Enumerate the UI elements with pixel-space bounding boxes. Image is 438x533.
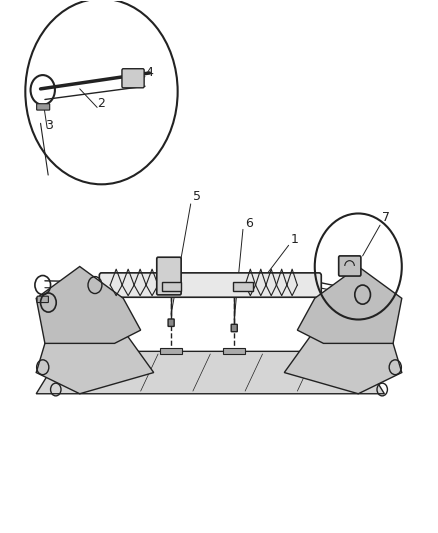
FancyBboxPatch shape [231, 324, 237, 332]
FancyBboxPatch shape [160, 348, 182, 354]
Polygon shape [36, 266, 141, 343]
FancyBboxPatch shape [157, 257, 181, 295]
FancyBboxPatch shape [168, 319, 174, 326]
FancyBboxPatch shape [233, 282, 253, 291]
Text: 3: 3 [45, 119, 53, 132]
Polygon shape [36, 330, 154, 394]
FancyBboxPatch shape [99, 273, 321, 297]
Polygon shape [36, 351, 385, 394]
Polygon shape [297, 266, 402, 343]
Text: 2: 2 [97, 98, 105, 110]
FancyBboxPatch shape [339, 256, 361, 276]
FancyBboxPatch shape [122, 69, 144, 88]
FancyBboxPatch shape [37, 296, 48, 303]
FancyBboxPatch shape [162, 282, 181, 291]
FancyBboxPatch shape [223, 348, 245, 354]
Text: 1: 1 [291, 232, 299, 246]
FancyBboxPatch shape [37, 104, 49, 110]
Text: 6: 6 [245, 217, 253, 230]
Text: 7: 7 [382, 212, 390, 224]
Text: 5: 5 [193, 190, 201, 203]
Polygon shape [284, 330, 402, 394]
Text: 4: 4 [145, 66, 153, 79]
